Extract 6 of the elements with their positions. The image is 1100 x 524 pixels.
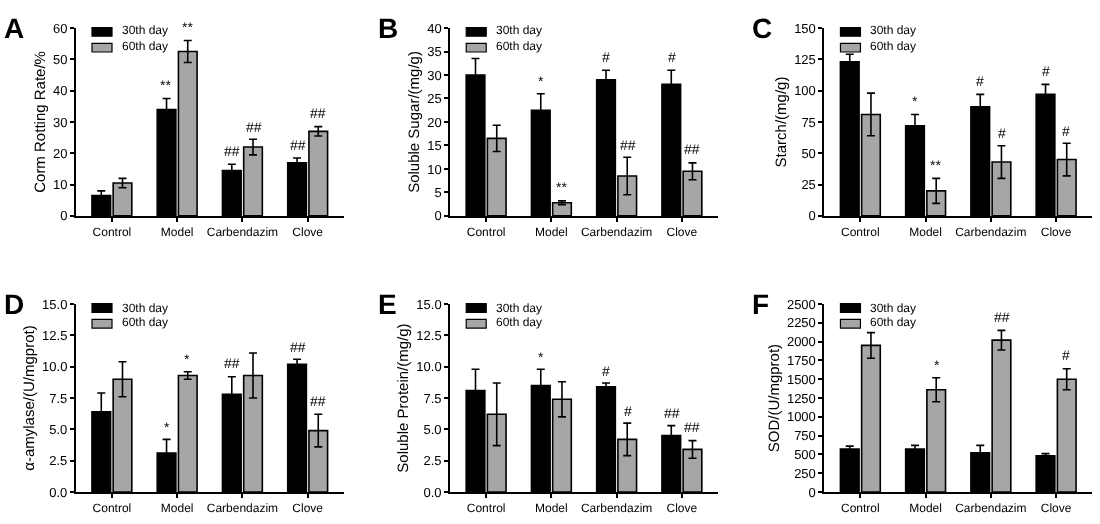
chart-title: B <box>378 12 399 44</box>
chart-title: F <box>752 288 770 320</box>
chart-title: A <box>4 12 25 44</box>
chart-title: C <box>752 12 773 44</box>
chart-title: D <box>4 288 25 320</box>
chart-title: E <box>378 288 397 320</box>
